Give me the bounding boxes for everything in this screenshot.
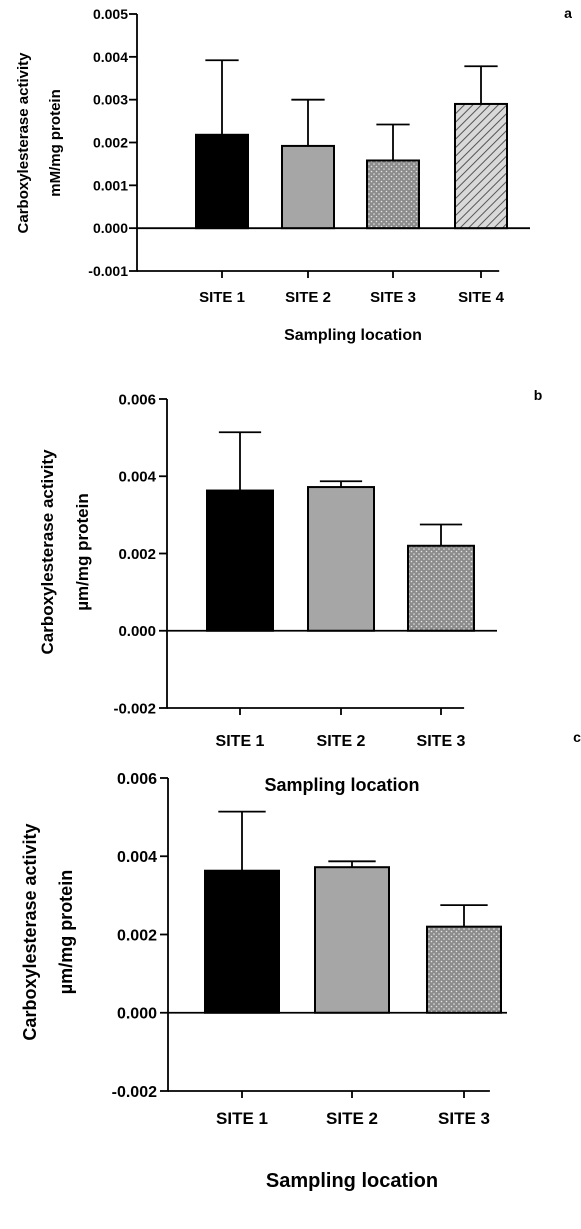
x-category-label: SITE 1 (199, 289, 245, 306)
y-tick-label: 0.000 (117, 1006, 157, 1023)
bar-site-2 (307, 486, 375, 632)
y-tick-label: 0.001 (93, 177, 128, 193)
bar-site-2 (314, 866, 390, 1014)
chart-panel-b: b -0.002 0.000 0.002 0.004 0.006 SITE 1 SITE 2 S… (38, 387, 542, 795)
x-category-label: SITE 3 (370, 289, 416, 306)
x-axis-title: Sampling location (264, 775, 419, 795)
chart-panel-a: a -0.001 0.000 0.001 0.002 0.003 0.004 0.005 SIT… (15, 5, 572, 344)
y-tick-label: 0.004 (118, 469, 156, 486)
y-axis-title-line2: mM/mg protein (47, 89, 64, 197)
panel-label: b (534, 387, 543, 403)
bar-site-4 (454, 102, 508, 230)
bar-site-3 (426, 925, 502, 1014)
y-axis-title-line2: µm/mg protein (73, 493, 92, 610)
x-category-label: SITE 4 (458, 289, 505, 306)
y-tick-label: 0.002 (118, 546, 156, 563)
y-axis-title-line1: Carboxylesterase activity (38, 449, 57, 655)
bar-site-2 (281, 144, 335, 230)
x-category-label: SITE 2 (317, 733, 366, 750)
y-tick-label: 0.000 (118, 623, 156, 640)
x-category-label: SITE 2 (326, 1109, 378, 1128)
bar-site-3 (366, 159, 420, 230)
x-category-label: SITE 3 (417, 733, 466, 750)
y-tick-label: 0.002 (93, 135, 128, 151)
bar-site-1 (195, 133, 249, 230)
panel-label: c (573, 729, 581, 745)
y-tick-label: -0.001 (88, 263, 128, 279)
bar-site-1 (204, 869, 280, 1014)
y-tick-label: 0.005 (93, 6, 128, 22)
y-tick-label: 0.004 (93, 49, 128, 65)
y-tick-label: -0.002 (112, 1084, 157, 1101)
y-tick-label: -0.002 (113, 700, 156, 717)
x-category-label: SITE 1 (216, 1109, 268, 1128)
x-category-label: SITE 1 (216, 733, 265, 750)
panel-label: a (564, 5, 572, 21)
y-tick-label: 0.002 (117, 927, 157, 944)
y-axis-title-line2: µm/mg protein (56, 870, 76, 994)
x-category-label: SITE 2 (285, 289, 331, 306)
x-category-label: SITE 3 (438, 1109, 490, 1128)
y-tick-label: 0.003 (93, 92, 128, 108)
y-tick-label: 0.006 (117, 771, 157, 788)
y-tick-label: 0.000 (93, 220, 128, 236)
y-tick-label: 0.006 (118, 391, 156, 408)
y-axis-title-line1: Carboxylesterase activity (20, 823, 40, 1040)
bar-site-1 (206, 489, 274, 632)
bar-site-3 (407, 544, 475, 632)
y-axis-title-line1: Carboxylesterase activity (15, 52, 32, 234)
y-tick-label: 0.004 (117, 849, 157, 866)
chart-panel-c: c -0.002 0.000 0.002 0.004 0.006 SITE 1 SITE 2 S… (20, 729, 581, 1192)
x-axis-title: Sampling location (284, 327, 422, 344)
x-axis-title: Sampling location (266, 1170, 438, 1192)
